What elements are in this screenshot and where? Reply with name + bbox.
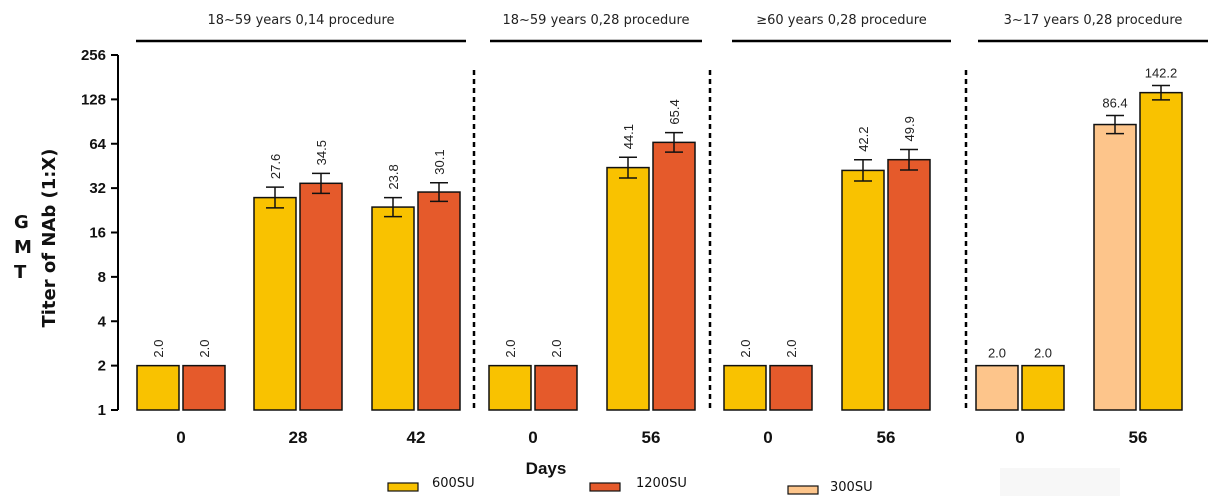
- data-label: 86.4: [1102, 95, 1127, 110]
- x-tick-label: 56: [877, 428, 896, 447]
- legend: 600SU 1200SU 300SU: [387, 468, 1120, 496]
- x-axis-title: Days: [526, 459, 567, 478]
- legend-label: 300SU: [830, 480, 873, 495]
- y-tick-label: 2: [98, 358, 106, 375]
- bar-600SU: [253, 196, 297, 411]
- legend-label: 1200SU: [636, 476, 687, 491]
- data-label: 30.1: [432, 149, 447, 174]
- overlay-patch: [10, 203, 39, 298]
- bar-1200SU: [534, 364, 578, 411]
- x-tick-label: 28: [289, 428, 308, 447]
- group-title: 3~17 years 0,28 procedure: [1004, 13, 1183, 28]
- bar-600SU: [488, 364, 532, 411]
- x-tick-label: 0: [1015, 428, 1024, 447]
- data-label: 2.0: [197, 340, 212, 358]
- data-label: 2.0: [738, 340, 753, 358]
- y-tick-label: 4: [98, 313, 107, 330]
- y-tick-label: 32: [89, 180, 106, 197]
- y-axis: 1 2 4 8 16 32 64 128 256: [81, 47, 119, 419]
- data-label: 2.0: [151, 340, 166, 358]
- data-label: 2.0: [988, 346, 1006, 361]
- bar-300SU: [975, 364, 1019, 411]
- data-label: 2.0: [503, 340, 518, 358]
- x-tick-label: 56: [642, 428, 661, 447]
- group-title: 18~59 years 0,14 procedure: [207, 13, 394, 28]
- group-title: 18~59 years 0,28 procedure: [502, 13, 689, 28]
- data-label: 2.0: [1034, 346, 1052, 361]
- legend-swatch-300SU: [787, 485, 819, 495]
- bar-600SU: [1139, 91, 1183, 411]
- group-title: ≥60 years 0,28 procedure: [756, 13, 927, 28]
- x-tick-labels: 0 28 42 0 56 0 56 0 56: [176, 428, 1147, 447]
- data-label: 42.2: [856, 126, 871, 151]
- data-label: 65.4: [667, 99, 682, 124]
- data-label: 34.5: [314, 140, 329, 165]
- y-tick-label: 256: [81, 47, 106, 64]
- y-tick-label: 128: [81, 91, 106, 108]
- legend-swatch-600SU: [387, 482, 419, 492]
- data-label: 27.6: [268, 154, 283, 179]
- bar-600SU: [606, 166, 650, 411]
- data-label: 23.8: [386, 164, 401, 189]
- y-tick-label: 8: [98, 269, 106, 286]
- y-axis-title: Titer of NAb (1:X): [39, 148, 60, 327]
- data-label: 142.2: [1145, 65, 1178, 80]
- x-tick-label: 56: [1129, 428, 1148, 447]
- x-tick-label: 42: [407, 428, 426, 447]
- legend-label: 600SU: [432, 476, 475, 491]
- legend-blank-patch: [1000, 468, 1120, 496]
- data-label: 2.0: [549, 340, 564, 358]
- bar-1200SU: [417, 191, 461, 411]
- y-axis-gmt-letter: M: [14, 237, 32, 258]
- y-tick-label: 16: [89, 225, 106, 242]
- bar-1200SU: [652, 141, 696, 411]
- data-label: 49.9: [902, 116, 917, 141]
- bar-600SU: [371, 206, 415, 411]
- bar-600SU: [841, 169, 885, 411]
- y-axis-gmt-letter: T: [14, 262, 27, 283]
- bar-1200SU: [769, 364, 813, 411]
- data-label: 2.0: [784, 340, 799, 358]
- y-axis-title-group: Titer of NAb (1:X) GMT: [10, 148, 60, 328]
- bar-600SU: [723, 364, 767, 411]
- legend-swatch-1200SU: [589, 482, 621, 492]
- bar-1200SU: [182, 364, 226, 411]
- group-headers: 18~59 years 0,14 procedure 18~59 years 0,…: [136, 13, 1208, 410]
- bars: 2.0 2.0 27.6 34.5 23.8 30.1 2.0 2.0 44.1 65.4 2.0 2…: [136, 65, 1183, 411]
- y-tick-label: 64: [89, 136, 106, 153]
- bar-600SU: [1021, 364, 1065, 411]
- x-tick-label: 0: [176, 428, 185, 447]
- y-tick-label: 1: [98, 402, 106, 419]
- bar-1200SU: [887, 158, 931, 411]
- bar-300SU: [1093, 123, 1137, 411]
- x-tick-label: 0: [528, 428, 537, 447]
- bar-600SU: [136, 364, 180, 411]
- y-axis-gmt-letter: G: [14, 212, 29, 233]
- x-tick-label: 0: [763, 428, 772, 447]
- bar-1200SU: [299, 182, 343, 411]
- data-label: 44.1: [621, 124, 636, 149]
